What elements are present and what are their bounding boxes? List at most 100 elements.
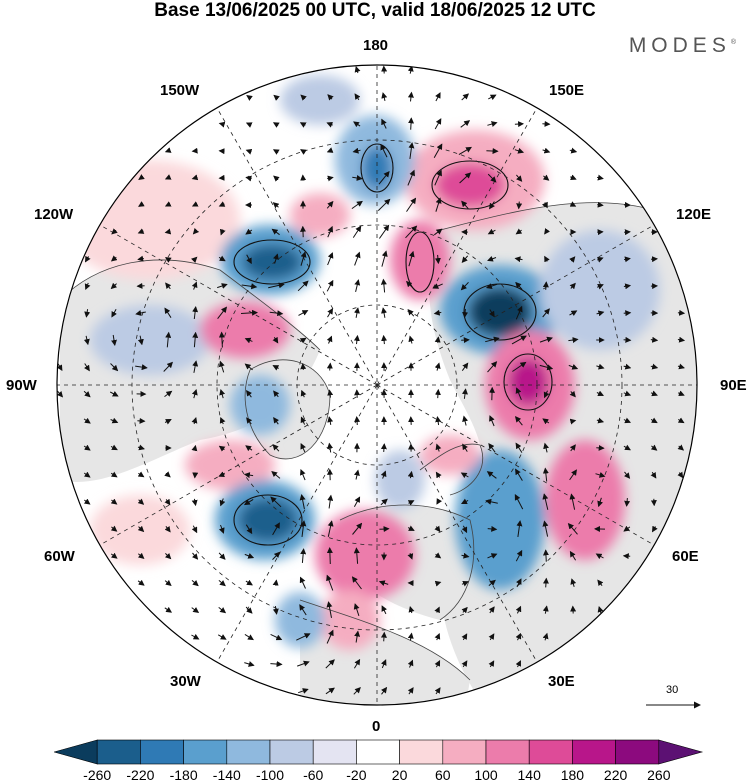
wind-arrow bbox=[272, 606, 279, 615]
wind-arrow bbox=[380, 143, 388, 158]
wind-arrow bbox=[569, 310, 578, 317]
wind-arrow bbox=[110, 552, 118, 559]
wind-arrow bbox=[300, 520, 307, 537]
wind-arrow bbox=[326, 335, 333, 344]
wind-arrow bbox=[217, 306, 228, 320]
wind-arrow bbox=[218, 445, 226, 452]
wind-arrow bbox=[596, 284, 604, 290]
wind-arrow bbox=[542, 174, 550, 181]
wind-arrow bbox=[380, 278, 387, 293]
wind-arrow bbox=[650, 363, 659, 370]
wind-arrow bbox=[460, 281, 469, 291]
wind-arrow bbox=[512, 361, 527, 372]
wind-arrow bbox=[488, 660, 495, 668]
wind-arrow bbox=[271, 470, 281, 479]
colorbar-bin bbox=[54, 739, 98, 765]
wind-arrow bbox=[297, 660, 310, 667]
wind-arrow bbox=[460, 120, 471, 128]
wind-arrow bbox=[596, 256, 604, 263]
wind-arrow bbox=[219, 416, 226, 425]
wind-arrow bbox=[272, 551, 281, 560]
wind-arrow bbox=[542, 418, 550, 425]
wind-arrow bbox=[272, 522, 280, 536]
wind-arrow bbox=[192, 360, 199, 373]
wind-arrow bbox=[353, 469, 360, 480]
wind-arrow bbox=[352, 174, 363, 181]
wind-arrow bbox=[218, 121, 226, 128]
wind-arrow bbox=[487, 173, 497, 183]
wind-arrow bbox=[163, 361, 173, 372]
wind-arrow bbox=[272, 444, 280, 452]
wind-arrow bbox=[272, 149, 280, 155]
wind-arrow bbox=[569, 201, 577, 207]
wind-arrow bbox=[434, 687, 441, 695]
wind-arrow bbox=[272, 365, 280, 371]
wind-arrow bbox=[273, 253, 279, 264]
colorbar-tick-label: 260 bbox=[647, 767, 671, 783]
wind-arrow bbox=[300, 94, 307, 101]
wind-arrow bbox=[433, 309, 442, 316]
brand-registered-mark: ® bbox=[730, 39, 736, 46]
wind-arrow bbox=[191, 444, 198, 452]
wind-arrow bbox=[489, 201, 495, 210]
lon-label-60w: 60W bbox=[44, 548, 75, 565]
wind-arrow bbox=[191, 256, 198, 263]
colorbar-tick-label: -60 bbox=[303, 767, 324, 783]
wind-arrow bbox=[569, 493, 576, 510]
wind-arrow bbox=[408, 117, 415, 130]
wind-arrow bbox=[516, 174, 523, 182]
wind-arrow bbox=[110, 498, 118, 505]
wind-arrow bbox=[486, 471, 497, 479]
wind-arrow bbox=[326, 601, 333, 618]
wind-arrow bbox=[542, 577, 549, 588]
wind-arrow bbox=[191, 498, 198, 507]
colorbar-bin bbox=[442, 739, 487, 765]
wind-arrow bbox=[542, 493, 549, 510]
colorbar-tick-label: 100 bbox=[474, 767, 498, 783]
wind-arrow bbox=[272, 122, 280, 128]
wind-arrow bbox=[434, 632, 441, 641]
wind-arrow bbox=[326, 279, 334, 292]
wind-arrow bbox=[623, 310, 632, 317]
colorbar-bin bbox=[140, 739, 184, 765]
wind-arrow bbox=[352, 225, 362, 238]
wind-arrow bbox=[380, 498, 388, 506]
wind-arrow bbox=[435, 197, 442, 212]
polar-map bbox=[56, 64, 698, 706]
wind-arrow bbox=[300, 363, 307, 370]
wind-arrow bbox=[434, 525, 441, 533]
wind-arrow bbox=[354, 307, 360, 318]
wind-arrow bbox=[462, 415, 469, 426]
wind-arrow bbox=[351, 200, 363, 210]
anomaly-pos-scandinavia bbox=[420, 435, 480, 475]
anomaly-pos-east-siberia-core bbox=[435, 163, 505, 207]
wind-arrow bbox=[243, 472, 254, 479]
wind-arrow bbox=[515, 228, 523, 235]
wind-arrow bbox=[326, 629, 334, 644]
wind-arrow bbox=[326, 147, 334, 153]
wind-arrow bbox=[191, 388, 198, 399]
anomaly-neg-west-pacific bbox=[540, 230, 660, 350]
wind-arrow bbox=[511, 335, 527, 345]
wind-arrow bbox=[327, 520, 334, 537]
wind-arrow bbox=[434, 118, 442, 130]
wind-arrow bbox=[542, 520, 549, 537]
wind-arrow bbox=[405, 225, 418, 239]
wind-arrow bbox=[677, 363, 685, 370]
wind-arrow bbox=[84, 309, 91, 318]
wind-arrow bbox=[515, 387, 522, 400]
anomaly-neg-atlantic-core bbox=[238, 498, 298, 542]
wind-arrow bbox=[515, 605, 522, 614]
colorbar-bin bbox=[312, 739, 357, 765]
wind-arrow bbox=[381, 250, 388, 267]
wind-arrow bbox=[164, 606, 173, 613]
wind-arrow bbox=[650, 336, 659, 343]
anomaly-pos-north-pacific bbox=[60, 160, 240, 280]
wind-arrow bbox=[191, 633, 200, 640]
wind-arrow bbox=[407, 659, 414, 668]
colorbar-tick-label: 180 bbox=[560, 767, 585, 783]
wind-arrow bbox=[218, 580, 226, 587]
wind-arrow bbox=[542, 605, 549, 614]
wind-arrow bbox=[326, 122, 334, 128]
wind-arrow bbox=[299, 576, 306, 589]
